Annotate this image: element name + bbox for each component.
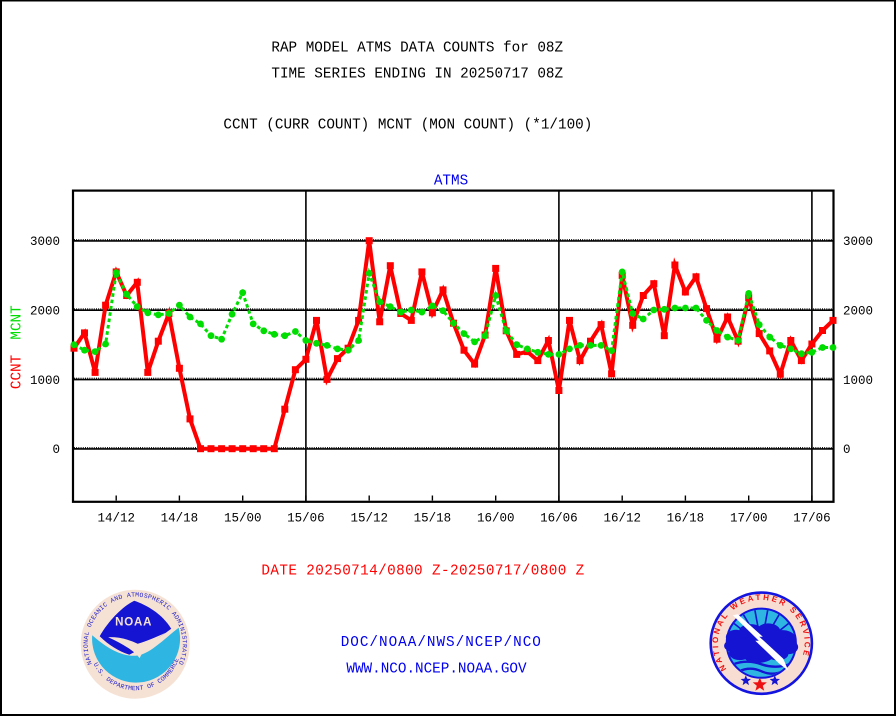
svg-text:16/18: 16/18 — [667, 512, 705, 526]
svg-text:CCNT (CURR COUNT) MCNT (MON CO: CCNT (CURR COUNT) MCNT (MON COUNT) (*1/1… — [223, 118, 592, 134]
svg-text:ATMS: ATMS — [434, 174, 468, 190]
svg-text:TIME SERIES ENDING IN 20250717: TIME SERIES ENDING IN 20250717 08Z — [271, 66, 563, 82]
svg-text:MCNT: MCNT — [10, 305, 26, 340]
svg-text:14/18: 14/18 — [161, 512, 199, 526]
svg-text:15/12: 15/12 — [350, 512, 388, 526]
svg-text:NOAA: NOAA — [115, 617, 152, 629]
svg-text:1000: 1000 — [30, 374, 60, 388]
svg-text:16/12: 16/12 — [603, 512, 641, 526]
svg-text:0: 0 — [843, 443, 851, 457]
svg-text:0: 0 — [52, 443, 60, 457]
svg-text:3000: 3000 — [30, 235, 60, 249]
svg-text:15/06: 15/06 — [287, 512, 325, 526]
svg-text:16/06: 16/06 — [540, 512, 578, 526]
svg-text:RAP MODEL ATMS DATA COUNTS for: RAP MODEL ATMS DATA COUNTS for 08Z — [271, 40, 563, 56]
svg-text:WWW.NCO.NCEP.NOAA.GOV: WWW.NCO.NCEP.NOAA.GOV — [346, 661, 527, 677]
svg-text:17/00: 17/00 — [730, 512, 768, 526]
svg-text:3000: 3000 — [843, 235, 873, 249]
svg-text:DOC/NOAA/NWS/NCEP/NCO: DOC/NOAA/NWS/NCEP/NCO — [341, 635, 542, 651]
svg-text:15/00: 15/00 — [224, 512, 262, 526]
svg-text:15/18: 15/18 — [414, 512, 452, 526]
svg-text:17/06: 17/06 — [793, 512, 831, 526]
svg-text:2000: 2000 — [843, 305, 873, 319]
svg-text:14/12: 14/12 — [97, 512, 135, 526]
svg-text:DATE 20250714/0800 Z-20250717/: DATE 20250714/0800 Z-20250717/0800 Z — [261, 564, 584, 580]
svg-text:CCNT: CCNT — [10, 354, 26, 389]
svg-text:16/00: 16/00 — [477, 512, 515, 526]
svg-text:2000: 2000 — [30, 305, 60, 319]
svg-text:1000: 1000 — [843, 374, 873, 388]
